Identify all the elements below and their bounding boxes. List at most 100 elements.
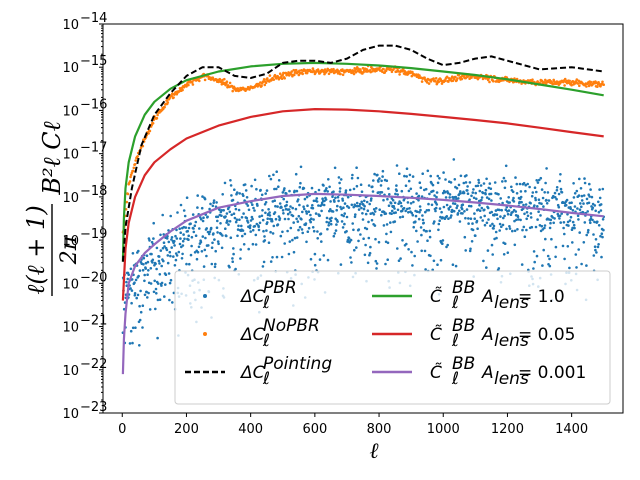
legend-label-a: A xyxy=(481,287,494,307)
legend-label-base: ΔC xyxy=(239,325,265,345)
scatter-point xyxy=(441,191,445,195)
scatter-point xyxy=(215,226,219,229)
scatter-point xyxy=(245,196,249,199)
series-5-line xyxy=(121,192,604,375)
scatter-point xyxy=(154,262,157,266)
scatter-point xyxy=(196,250,200,254)
scatter-point xyxy=(561,244,565,248)
scatter-point xyxy=(255,222,259,226)
scatter-point xyxy=(164,273,168,277)
scatter-point xyxy=(492,227,495,230)
scatter-point xyxy=(137,274,140,278)
scatter-point xyxy=(317,204,320,207)
scatter-point xyxy=(301,72,305,76)
scatter-point xyxy=(276,205,279,208)
scatter-point xyxy=(327,221,331,224)
scatter-point xyxy=(335,208,339,212)
legend-label-base: C̃ xyxy=(430,324,442,345)
scatter-point xyxy=(573,192,577,195)
scatter-point xyxy=(481,219,485,222)
scatter-point xyxy=(530,194,534,198)
scatter-point xyxy=(233,216,237,220)
scatter-point xyxy=(435,203,439,206)
scatter-point xyxy=(473,217,477,220)
scatter-point xyxy=(254,233,258,237)
plot-frame xyxy=(102,23,624,414)
series-2-line xyxy=(121,44,604,262)
scatter-point xyxy=(485,221,489,225)
scatter-point xyxy=(190,80,194,84)
scatter-point xyxy=(546,254,550,258)
scatter-point xyxy=(379,184,383,187)
scatter-point xyxy=(327,178,330,181)
scatter-point xyxy=(467,222,470,225)
scatter-point xyxy=(554,245,558,249)
scatter-point xyxy=(596,85,599,88)
scatter-point xyxy=(303,207,306,211)
scatter-point xyxy=(397,202,400,205)
scatter-point xyxy=(578,177,581,181)
scatter-point xyxy=(166,101,170,104)
scatter-point xyxy=(540,79,544,83)
legend-label-a: A xyxy=(481,325,494,345)
scatter-point xyxy=(485,177,488,181)
scatter-point xyxy=(176,211,179,214)
scatter-point xyxy=(503,214,506,218)
scatter-point xyxy=(289,226,293,230)
scatter-point xyxy=(181,88,184,92)
scatter-point xyxy=(533,186,537,189)
scatter-point xyxy=(351,173,354,177)
legend-label-base: ΔC xyxy=(239,287,265,307)
scatter-point xyxy=(543,226,546,230)
scatter-point xyxy=(334,196,337,200)
scatter-point xyxy=(374,259,378,263)
scatter-point xyxy=(519,218,522,222)
scatter-point xyxy=(372,208,376,211)
scatter-point xyxy=(179,231,182,234)
scatter-point xyxy=(144,267,147,270)
scatter-point xyxy=(446,243,450,247)
scatter-point xyxy=(129,287,132,290)
scatter-point xyxy=(337,199,340,203)
series-4-line xyxy=(121,108,604,301)
scatter-point xyxy=(228,81,232,85)
scatter-point xyxy=(313,252,317,256)
scatter-point xyxy=(595,251,598,254)
scatter-point xyxy=(418,181,422,184)
scatter-point xyxy=(424,210,427,214)
y-tick-label: 10 xyxy=(62,234,79,249)
scatter-point xyxy=(343,202,347,205)
scatter-point xyxy=(199,240,203,244)
scatter-point xyxy=(159,233,162,237)
scatter-point xyxy=(555,188,559,192)
scatter-point xyxy=(359,183,363,186)
scatter-point xyxy=(510,185,513,189)
scatter-point xyxy=(389,230,393,234)
scatter-point xyxy=(266,77,269,80)
scatter-point xyxy=(472,196,476,200)
scatter-point xyxy=(285,203,288,207)
scatter-point xyxy=(163,105,166,109)
scatter-point xyxy=(257,228,261,232)
scatter-point xyxy=(160,264,163,268)
scatter-point xyxy=(273,199,277,202)
scatter-point xyxy=(228,220,232,223)
scatter-point xyxy=(393,201,397,205)
scatter-point xyxy=(190,244,193,248)
scatter-point xyxy=(601,218,605,221)
scatter-point xyxy=(129,173,133,177)
scatter-point xyxy=(333,166,337,170)
scatter-point xyxy=(362,237,365,240)
scatter-point xyxy=(156,298,160,302)
scatter-point xyxy=(515,218,518,222)
scatter-point xyxy=(162,241,166,244)
scatter-point xyxy=(287,208,291,211)
scatter-point xyxy=(418,205,422,208)
scatter-point xyxy=(219,222,222,225)
scatter-point xyxy=(506,251,510,254)
scatter-point xyxy=(424,268,427,271)
scatter-point xyxy=(201,235,205,238)
scatter-point xyxy=(405,242,408,246)
scatter-point xyxy=(272,173,275,177)
